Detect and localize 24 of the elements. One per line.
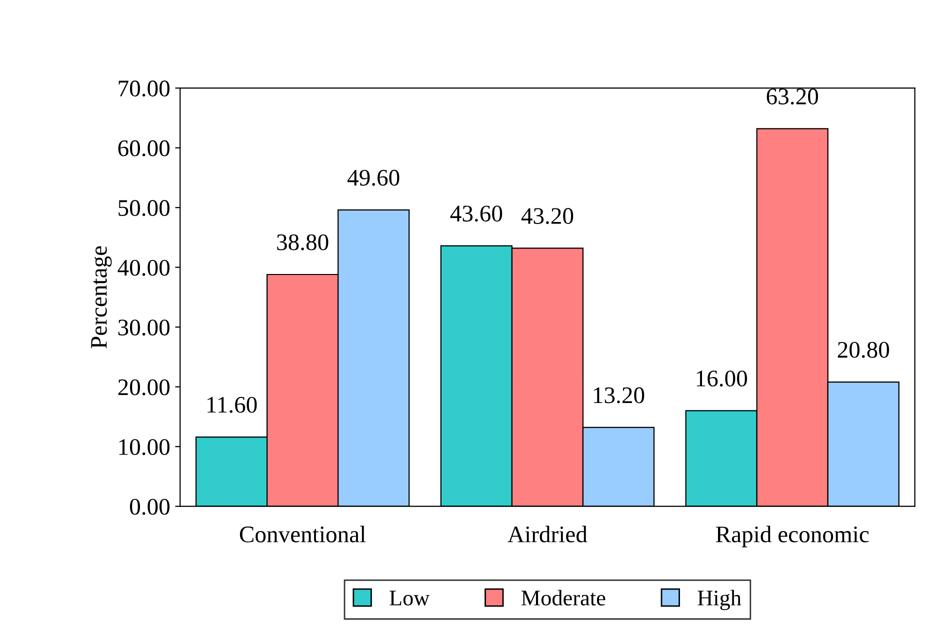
legend-label: High: [698, 590, 742, 610]
data-label: 11.60: [208, 396, 257, 413]
x-tick-label: Airdried: [508, 526, 588, 542]
y-tick-label: 50.00: [118, 200, 170, 216]
legend-label: Low: [390, 590, 430, 606]
data-label: 43.20: [521, 208, 574, 224]
legend-label: Moderate: [521, 590, 606, 606]
y-tick-label: 20.00: [118, 379, 170, 396]
data-label: 13.20: [594, 387, 644, 404]
data-label: 38.80: [277, 234, 328, 250]
y-tick-label: 40.00: [118, 260, 170, 276]
data-label: 20.80: [838, 342, 890, 358]
y-tick-label: 60.00: [118, 140, 170, 156]
data-label: 16.00: [696, 370, 748, 387]
y-tick-label: 30.00: [118, 320, 170, 336]
data-label: 63.20: [766, 88, 818, 105]
y-tick-label: 70.00: [118, 80, 170, 97]
y-tick-label: 0.00: [130, 498, 170, 515]
data-label: 49.60: [347, 170, 400, 186]
data-label: 43.60: [450, 206, 502, 222]
x-tick-label: Rapid economic: [716, 526, 869, 548]
y-tick-label: 10.00: [119, 439, 170, 456]
y-axis-title: Percentage: [91, 246, 112, 348]
x-tick-label: Conventional: [240, 526, 366, 542]
